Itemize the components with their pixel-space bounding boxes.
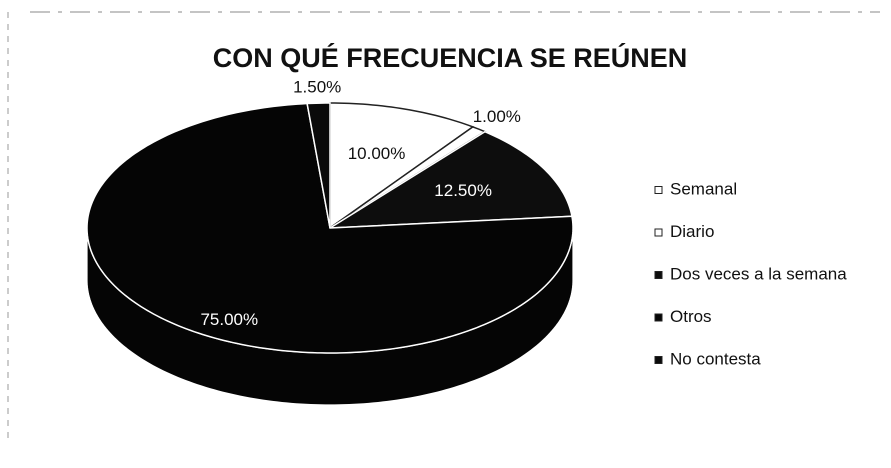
slice	[306, 102, 331, 229]
legend-label: Otros	[670, 307, 712, 326]
data-label: 1.00%	[473, 107, 521, 126]
legend-swatch	[654, 356, 663, 364]
chart-title: CON QUÉ FRECUENCIA SE REÚNEN	[213, 42, 688, 73]
legend-label: Diario	[670, 222, 714, 241]
legend-label: Dos veces a la semana	[670, 264, 847, 283]
slice	[86, 102, 574, 354]
data-label: 1.50%	[293, 78, 341, 97]
data-label: 12.50%	[434, 181, 492, 200]
legend-label: Semanal	[670, 179, 737, 198]
legend-swatch	[654, 313, 663, 322]
legend-swatch	[654, 186, 663, 194]
slice	[327, 130, 573, 229]
data-label: 10.00%	[348, 144, 406, 163]
legend-swatch	[654, 271, 663, 279]
legend-swatch	[654, 228, 663, 237]
slice	[329, 102, 475, 230]
data-label: 75.00%	[200, 310, 258, 329]
legend-label: No contesta	[670, 349, 761, 368]
